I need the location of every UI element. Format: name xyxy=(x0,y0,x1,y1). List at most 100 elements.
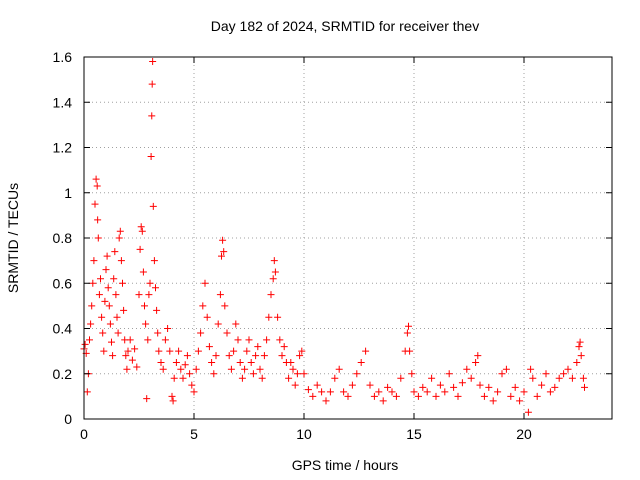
data-point xyxy=(128,356,136,364)
data-point xyxy=(375,388,383,396)
data-point xyxy=(348,381,356,389)
data-point xyxy=(511,383,519,391)
data-point xyxy=(99,329,107,337)
grid-lines xyxy=(84,57,612,419)
data-point xyxy=(485,383,493,391)
data-point xyxy=(445,370,453,378)
data-point xyxy=(192,365,200,373)
data-point xyxy=(379,397,387,405)
data-point xyxy=(138,227,146,235)
data-point xyxy=(101,297,109,305)
data-point xyxy=(234,336,242,344)
data-point xyxy=(155,347,163,355)
data-point xyxy=(89,279,97,287)
data-point xyxy=(227,365,235,373)
data-point xyxy=(106,320,114,328)
data-point xyxy=(516,397,524,405)
data-point xyxy=(568,374,576,382)
x-tick-label: 10 xyxy=(296,426,312,442)
data-point xyxy=(472,358,480,366)
data-point xyxy=(117,257,125,265)
data-point xyxy=(94,216,102,224)
data-point xyxy=(148,112,156,120)
data-point xyxy=(258,374,266,382)
data-point xyxy=(103,252,111,260)
data-point xyxy=(458,379,466,387)
y-tick-label: 0 xyxy=(64,411,72,427)
data-point xyxy=(157,358,165,366)
data-point xyxy=(370,392,378,400)
data-point xyxy=(271,268,279,276)
data-point xyxy=(186,370,194,378)
data-point xyxy=(384,383,392,391)
data-point xyxy=(256,365,264,373)
data-point xyxy=(210,370,218,378)
data-point xyxy=(243,347,251,355)
data-point xyxy=(335,365,343,373)
data-point xyxy=(241,365,249,373)
data-point xyxy=(139,268,147,276)
data-point xyxy=(276,336,284,344)
data-point xyxy=(538,381,546,389)
y-tick-labels: 0 0.2 0.4 0.6 0.8 1 1.2 1.4 1.6 xyxy=(53,49,73,427)
data-point xyxy=(108,338,115,346)
data-point xyxy=(112,291,120,299)
data-point xyxy=(419,383,427,391)
data-point xyxy=(141,302,148,310)
data-point xyxy=(527,365,535,373)
data-point xyxy=(105,302,113,310)
data-point xyxy=(136,245,144,253)
data-point xyxy=(467,374,475,382)
data-point xyxy=(91,200,99,208)
data-point xyxy=(474,352,482,360)
data-point xyxy=(318,388,326,396)
data-point xyxy=(190,388,198,396)
data-point xyxy=(289,365,297,373)
data-point xyxy=(265,313,273,321)
y-tick-label: 1.4 xyxy=(53,94,73,110)
data-point xyxy=(529,374,537,382)
data-point xyxy=(122,352,130,360)
data-point xyxy=(450,383,458,391)
y-tick-label: 0.8 xyxy=(53,230,73,246)
data-point xyxy=(313,381,321,389)
y-tick-label: 1.2 xyxy=(53,140,73,156)
data-point xyxy=(555,374,563,382)
data-point xyxy=(161,336,169,344)
data-point xyxy=(298,347,306,355)
data-point xyxy=(403,329,411,337)
data-point xyxy=(463,365,471,373)
data-point xyxy=(113,313,121,321)
data-point xyxy=(123,365,131,373)
data-point xyxy=(344,392,352,400)
data-point xyxy=(152,284,159,292)
data-point xyxy=(87,320,95,328)
data-point xyxy=(169,397,177,405)
data-point xyxy=(533,392,541,400)
data-point xyxy=(166,347,174,355)
data-point xyxy=(219,236,227,244)
y-tick-label: 1 xyxy=(64,185,72,201)
data-point xyxy=(98,313,106,321)
data-point xyxy=(331,374,339,382)
data-point xyxy=(188,381,196,389)
data-point xyxy=(408,370,416,378)
data-point xyxy=(95,291,103,299)
data-point xyxy=(168,392,176,400)
data-point xyxy=(183,352,191,360)
data-point xyxy=(100,347,108,355)
data-point xyxy=(232,320,240,328)
x-tick-label: 0 xyxy=(80,426,88,442)
data-point xyxy=(274,313,282,321)
y-tick-label: 0.2 xyxy=(53,366,73,382)
data-point xyxy=(208,358,216,366)
x-axis-label: GPS time / hours xyxy=(292,457,399,473)
data-point xyxy=(542,370,550,378)
chart-title: Day 182 of 2024, SRMTID for receiver the… xyxy=(211,18,479,34)
data-point xyxy=(498,370,506,378)
data-point xyxy=(392,392,400,400)
data-point xyxy=(581,383,588,391)
data-point xyxy=(300,370,308,378)
data-point xyxy=(564,365,572,373)
data-point xyxy=(212,352,220,360)
